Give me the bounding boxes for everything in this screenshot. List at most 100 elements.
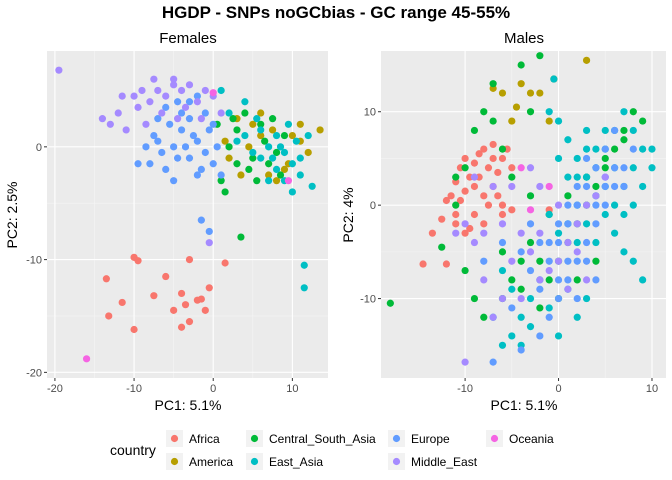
data-point-central-south-asia — [573, 276, 581, 284]
data-point-africa — [442, 196, 451, 205]
data-point-europe — [170, 143, 178, 151]
data-point-africa — [461, 187, 469, 195]
data-point-central-south-asia — [229, 115, 237, 123]
data-point-east-asia — [280, 148, 289, 157]
data-point-central-south-asia — [517, 285, 525, 293]
data-point-central-south-asia — [221, 188, 229, 196]
x-tick-label: -20 — [47, 383, 63, 395]
data-point-central-south-asia — [639, 117, 647, 125]
data-point-central-south-asia — [536, 304, 544, 312]
data-point-europe — [193, 137, 201, 145]
data-point-africa — [470, 159, 479, 167]
legend-key-europe — [392, 434, 401, 443]
x-axis-title-females: PC1: 5.1% — [155, 397, 222, 413]
data-point-america — [582, 56, 591, 64]
data-point-europe — [489, 358, 497, 366]
data-point-africa — [480, 192, 488, 200]
data-point-europe — [564, 201, 572, 209]
data-point-east-asia — [620, 248, 628, 256]
data-point-europe — [480, 257, 488, 265]
page-title: HGDP - SNPs noGCbias - GC range 45-55% — [161, 3, 511, 22]
data-point-middle-east — [146, 98, 154, 106]
data-point-east-asia — [249, 148, 257, 157]
data-point-middle-east — [177, 86, 186, 95]
data-point-east-asia — [592, 145, 600, 153]
data-point-east-asia — [573, 313, 581, 321]
legend-key-middle-east — [392, 457, 401, 466]
data-point-america — [221, 137, 229, 145]
data-point-middle-east — [98, 115, 107, 123]
x-tick-label: 0 — [555, 383, 561, 395]
data-point-america — [304, 148, 312, 157]
data-point-east-asia — [639, 182, 647, 191]
data-point-central-south-asia — [261, 137, 269, 145]
legend-label-oceania: Oceania — [509, 432, 554, 446]
data-point-america — [280, 165, 289, 173]
points-females — [55, 66, 324, 363]
data-point-europe — [213, 143, 221, 151]
data-point-europe — [185, 115, 194, 123]
data-point-central-south-asia — [517, 257, 525, 265]
data-point-africa — [466, 224, 474, 233]
data-point-europe — [611, 164, 619, 172]
data-point-middle-east — [489, 182, 497, 191]
data-point-europe — [601, 182, 609, 191]
data-point-america — [225, 154, 233, 162]
data-point-europe — [201, 148, 209, 157]
data-point-oceania — [209, 89, 217, 97]
data-point-oceania — [82, 355, 91, 363]
data-point-central-south-asia — [461, 164, 469, 172]
data-point-middle-east — [174, 115, 182, 123]
data-point-central-south-asia — [280, 131, 289, 140]
legend-key-america — [170, 457, 179, 466]
y-tick-label: 0 — [36, 142, 42, 154]
data-point-africa — [419, 260, 427, 268]
data-point-europe — [174, 98, 182, 106]
data-point-central-south-asia — [508, 276, 516, 284]
data-point-middle-east — [536, 182, 544, 191]
data-point-middle-east — [517, 294, 525, 303]
data-point-central-south-asia — [611, 145, 619, 153]
data-point-middle-east — [564, 285, 572, 293]
data-point-america — [249, 120, 257, 128]
data-point-africa — [452, 220, 460, 228]
data-point-europe — [620, 164, 628, 172]
data-point-middle-east — [601, 173, 609, 181]
data-point-east-asia — [265, 143, 273, 151]
data-point-central-south-asia — [545, 276, 553, 284]
data-point-east-asia — [526, 323, 535, 331]
data-point-central-south-asia — [489, 80, 497, 88]
data-point-america — [257, 131, 265, 140]
x-tick-label: 10 — [286, 383, 298, 395]
data-point-europe — [197, 216, 205, 224]
points-males — [386, 52, 656, 366]
data-point-europe — [526, 266, 535, 275]
data-point-europe — [611, 182, 619, 191]
data-point-middle-east — [536, 276, 544, 284]
data-point-east-asia — [564, 136, 572, 144]
data-point-africa — [438, 215, 446, 223]
data-point-east-asia — [564, 173, 572, 181]
legend-label-america: America — [189, 455, 233, 469]
data-point-africa — [484, 201, 493, 209]
data-point-east-asia — [601, 210, 609, 219]
data-point-middle-east — [185, 81, 194, 89]
data-point-east-asia — [620, 108, 628, 116]
data-point-central-south-asia — [526, 238, 535, 247]
data-point-africa — [484, 164, 493, 172]
data-point-central-south-asia — [241, 109, 249, 117]
data-point-europe — [554, 238, 563, 247]
data-point-america — [245, 143, 253, 151]
data-point-middle-east — [489, 313, 497, 321]
y-tick-label: -10 — [26, 255, 42, 267]
data-point-europe — [536, 332, 544, 340]
data-point-europe — [582, 182, 591, 191]
data-point-middle-east — [517, 229, 525, 237]
data-point-europe — [517, 248, 525, 256]
data-point-europe — [209, 120, 217, 128]
data-point-east-asia — [611, 229, 619, 237]
data-point-europe — [592, 201, 600, 209]
data-point-middle-east — [181, 103, 190, 111]
data-point-europe — [517, 346, 525, 354]
data-point-east-asia — [573, 154, 581, 163]
